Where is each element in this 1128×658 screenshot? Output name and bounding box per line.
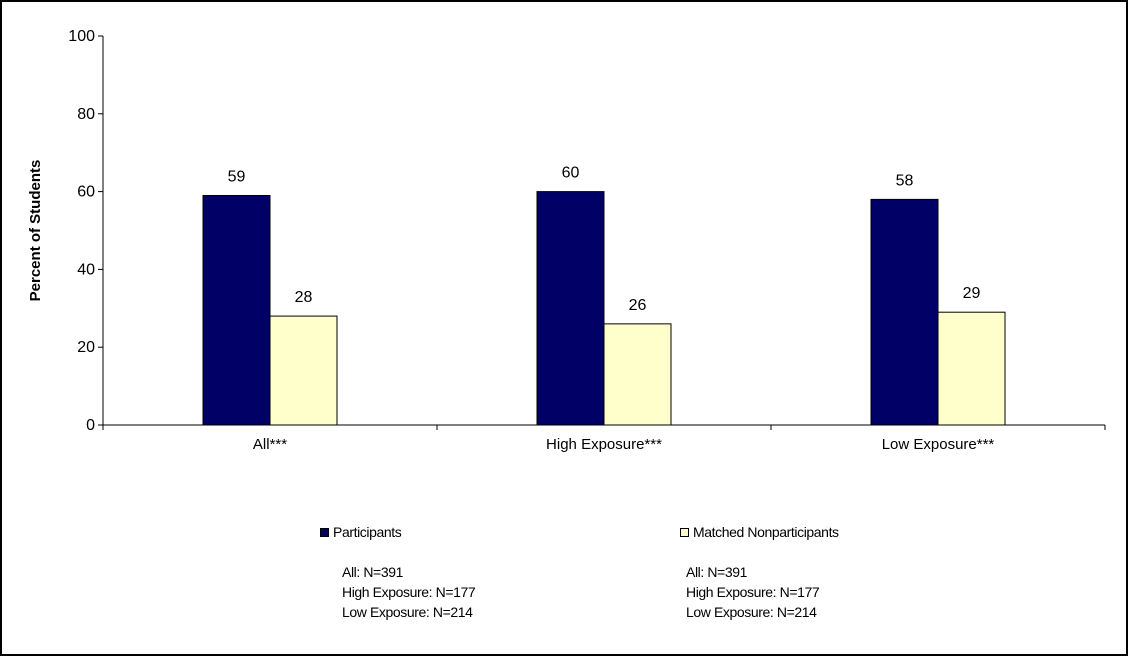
- bar: [870, 198, 939, 426]
- y-tick-label: 0: [86, 417, 95, 434]
- y-axis-title: Percent of Students: [27, 160, 44, 302]
- chart-labels: 59 28 60 26 58 29: [228, 165, 981, 314]
- bar: [536, 191, 605, 426]
- note-low-exposure: Low Exposure: N=214: [686, 604, 817, 620]
- data-label: 59: [228, 168, 246, 185]
- note-low-exposure: Low Exposure: N=214: [342, 604, 473, 620]
- legend-notes-matched-nonparticipants: All: N=391 High Exposure: N=177 Low Expo…: [686, 562, 820, 622]
- legend-item-matched-nonparticipants: Matched Nonparticipants: [680, 524, 839, 540]
- data-label: 29: [963, 285, 981, 302]
- data-label: 60: [562, 165, 580, 182]
- note-high-exposure: High Exposure: N=177: [686, 584, 820, 600]
- legend-swatch-matched-nonparticipants: [680, 527, 689, 537]
- data-label: 26: [629, 297, 647, 314]
- bar: [269, 315, 338, 426]
- legend-swatch-participants: [320, 527, 329, 537]
- chart-bars: [202, 191, 1006, 426]
- legend-item-participants: Participants: [320, 524, 402, 540]
- y-tick-label: 60: [77, 184, 95, 201]
- legend-label-matched-nonparticipants: Matched Nonparticipants: [693, 524, 839, 540]
- bar: [603, 323, 672, 426]
- y-tick-label: 40: [77, 261, 95, 278]
- y-tick-label: 20: [77, 339, 95, 356]
- note-all: All: N=391: [686, 564, 747, 580]
- y-tick-label: 100: [68, 28, 95, 45]
- bar: [202, 194, 271, 426]
- x-tick-label: High Exposure***: [546, 436, 662, 453]
- data-label: 58: [896, 172, 914, 189]
- x-tick-label: Low Exposure***: [882, 436, 995, 453]
- x-tick-label: All***: [253, 436, 287, 453]
- note-high-exposure: High Exposure: N=177: [342, 584, 476, 600]
- chart-axes: 0 20 40 60 80 100 Percent of Students All*** Hig…: [27, 28, 1106, 453]
- legend-notes-participants: All: N=391 High Exposure: N=177 Low Expo…: [342, 562, 476, 622]
- data-label: 28: [295, 289, 313, 306]
- y-tick-label: 80: [77, 106, 95, 123]
- note-all: All: N=391: [342, 564, 403, 580]
- legend-label-participants: Participants: [333, 524, 402, 540]
- bar: [937, 311, 1006, 426]
